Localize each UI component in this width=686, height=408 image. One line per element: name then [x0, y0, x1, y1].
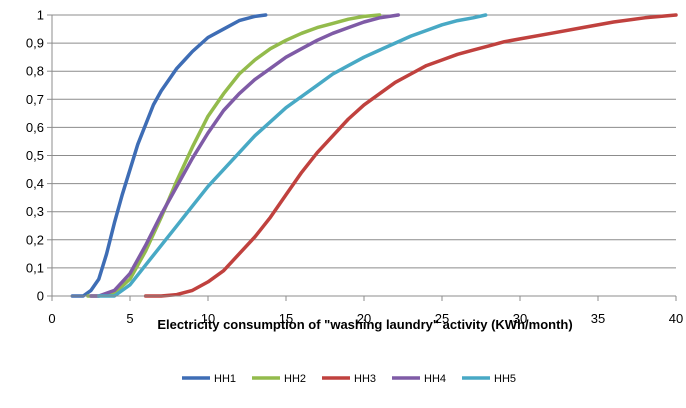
axes — [47, 14, 677, 301]
legend-label-hh4: HH4 — [424, 373, 446, 385]
x-tick-label: 25 — [435, 311, 449, 326]
y-tick-label: 0,2 — [26, 232, 44, 247]
y-tick-label: 1 — [37, 8, 44, 23]
series-line-hh1 — [70, 13, 268, 298]
x-tick-label: 35 — [591, 311, 605, 326]
y-tick-label: 0,9 — [26, 36, 44, 51]
legend: HH1 HH2 HH3 HH4 HH5 — [182, 373, 516, 385]
x-tick-label: 0 — [48, 311, 55, 326]
legend-label-hh2: HH2 — [284, 373, 306, 385]
x-tick-label: 20 — [357, 311, 371, 326]
x-tick-label: 10 — [201, 311, 215, 326]
y-tick-label: 0,6 — [26, 120, 44, 135]
y-tick-label: 0 — [37, 289, 44, 304]
series-line-hh2 — [86, 13, 382, 298]
legend-label-hh5: HH5 — [494, 373, 516, 385]
series-lines — [70, 13, 678, 298]
series-line-hh4 — [89, 13, 401, 298]
x-tick-label: 15 — [279, 311, 293, 326]
y-tick-label: 0,3 — [26, 204, 44, 219]
y-tick-label: 0,4 — [26, 176, 44, 191]
x-tick-label: 30 — [513, 311, 527, 326]
legend-label-hh1: HH1 — [214, 373, 236, 385]
series-line-hh3 — [143, 13, 678, 298]
x-tick-label: 40 — [669, 311, 683, 326]
grid-lines — [52, 14, 676, 269]
y-tick-label: 0,5 — [26, 148, 44, 163]
y-tick-label: 0,8 — [26, 64, 44, 79]
x-tick-labels: 0 5 10 15 20 25 30 35 40 — [48, 311, 683, 326]
y-tick-labels: 0 0,1 0,2 0,3 0,4 0,5 0,6 0,7 0,8 0,9 1 — [26, 8, 44, 304]
legend-label-hh3: HH3 — [354, 373, 376, 385]
y-tick-label: 0,1 — [26, 260, 44, 275]
series-line-hh5 — [97, 13, 488, 298]
x-tick-label: 5 — [126, 311, 133, 326]
x-axis-title: Electricity consumption of "washing laun… — [157, 317, 572, 332]
y-tick-label: 0,7 — [26, 92, 44, 107]
